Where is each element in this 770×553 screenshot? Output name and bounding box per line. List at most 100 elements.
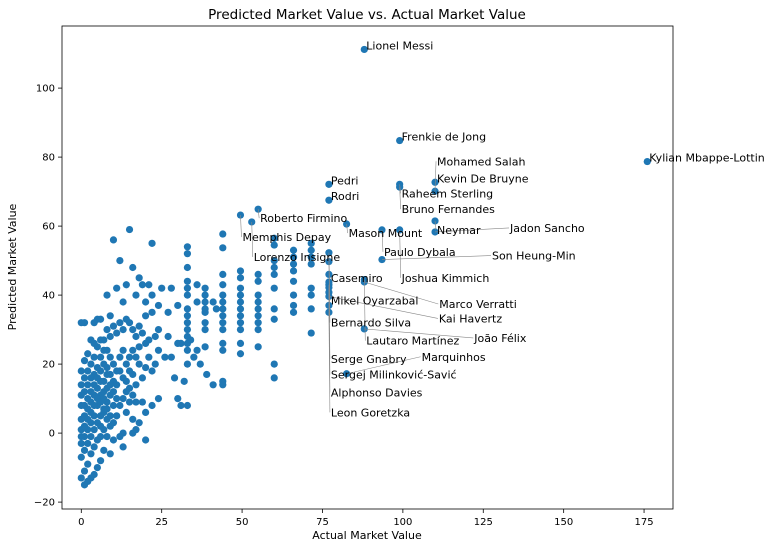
- labeled-data-point: [325, 196, 333, 204]
- point-label: Kai Havertz: [439, 312, 502, 325]
- data-point: [90, 319, 98, 327]
- point-label: Paulo Dybala: [384, 246, 456, 259]
- data-point: [142, 298, 150, 306]
- data-point: [138, 281, 146, 289]
- data-point: [270, 270, 278, 278]
- data-point: [129, 346, 137, 354]
- data-point: [80, 467, 89, 475]
- labeled-data-point: [643, 157, 651, 166]
- data-point: [142, 363, 150, 372]
- data-point: [103, 432, 111, 441]
- data-point: [125, 225, 134, 234]
- data-point: [142, 408, 150, 416]
- data-point: [96, 432, 105, 441]
- y-tick-label: −20: [34, 498, 55, 509]
- data-point: [77, 439, 85, 448]
- data-point: [106, 370, 114, 379]
- data-point: [212, 305, 220, 313]
- data-point: [183, 284, 192, 292]
- x-tick-label: 150: [554, 517, 573, 528]
- point-label: Jadon Sancho: [509, 222, 585, 235]
- data-point: [84, 381, 92, 389]
- point-label: Serge Gnabry: [331, 353, 407, 366]
- data-point: [103, 405, 111, 413]
- data-point: [219, 312, 227, 320]
- data-point: [201, 343, 209, 351]
- data-point: [84, 460, 92, 468]
- data-point: [129, 263, 137, 272]
- data-point: [77, 391, 85, 399]
- data-point: [193, 346, 201, 354]
- data-point: [183, 346, 192, 354]
- point-label: Casemiro: [331, 272, 383, 285]
- data-point: [80, 446, 89, 454]
- point-label: Lionel Messi: [366, 39, 433, 52]
- leader-line: [399, 187, 401, 210]
- data-point: [113, 329, 121, 337]
- data-point: [142, 339, 150, 347]
- data-point: [80, 481, 89, 489]
- data-point: [132, 291, 140, 299]
- data-point: [77, 381, 85, 389]
- leader-line: [435, 227, 510, 233]
- data-point: [196, 360, 204, 368]
- chart-title: Predicted Market Value vs. Actual Market…: [208, 7, 526, 23]
- point-label: Leon Goretzka: [331, 406, 410, 419]
- data-point: [174, 301, 182, 310]
- data-point: [307, 329, 315, 337]
- data-point: [116, 257, 124, 265]
- data-point: [142, 436, 150, 444]
- data-point: [109, 322, 118, 330]
- data-point: [270, 284, 278, 292]
- data-point: [209, 298, 217, 306]
- data-point: [307, 239, 315, 247]
- labeled-data-point: [396, 183, 404, 191]
- data-point: [183, 291, 192, 299]
- data-point: [219, 346, 227, 354]
- data-point: [125, 353, 134, 361]
- point-label: Frenkie de Jong: [402, 131, 486, 144]
- data-point: [103, 291, 111, 299]
- data-point: [96, 422, 105, 430]
- data-point: [307, 246, 315, 254]
- data-point: [84, 367, 92, 375]
- data-point: [119, 346, 127, 354]
- data-point: [236, 350, 245, 358]
- data-point: [122, 360, 130, 368]
- leader-line: [381, 229, 384, 252]
- data-point: [100, 446, 108, 454]
- data-point: [289, 267, 298, 275]
- data-point: [113, 395, 121, 403]
- data-point: [116, 319, 124, 327]
- leader-line: [399, 229, 401, 278]
- point-label: Lautaro Martínez: [366, 335, 459, 348]
- plot-frame: [61, 25, 674, 510]
- y-tick-label: 80: [42, 153, 55, 164]
- data-point: [201, 284, 209, 292]
- point-label: Marco Verratti: [439, 298, 516, 311]
- data-point: [219, 319, 227, 327]
- data-point: [236, 298, 245, 306]
- data-point: [307, 253, 315, 261]
- data-point: [145, 353, 153, 361]
- data-point: [138, 374, 146, 382]
- data-point: [236, 319, 245, 327]
- data-point: [138, 398, 146, 406]
- data-point: [125, 367, 134, 375]
- data-point: [201, 326, 209, 334]
- data-point: [96, 353, 105, 361]
- point-label: Roberto Firmino: [260, 212, 347, 225]
- data-point: [100, 377, 108, 385]
- data-point: [270, 315, 278, 323]
- data-point: [236, 274, 245, 282]
- point-label: Alphonso Davies: [331, 386, 423, 399]
- y-tick-label: 40: [42, 291, 55, 302]
- leader-line: [251, 221, 254, 257]
- data-point: [119, 443, 127, 451]
- data-point: [236, 326, 245, 334]
- data-point: [96, 315, 105, 323]
- data-point: [103, 326, 111, 334]
- data-point: [193, 281, 201, 289]
- data-point: [183, 277, 192, 285]
